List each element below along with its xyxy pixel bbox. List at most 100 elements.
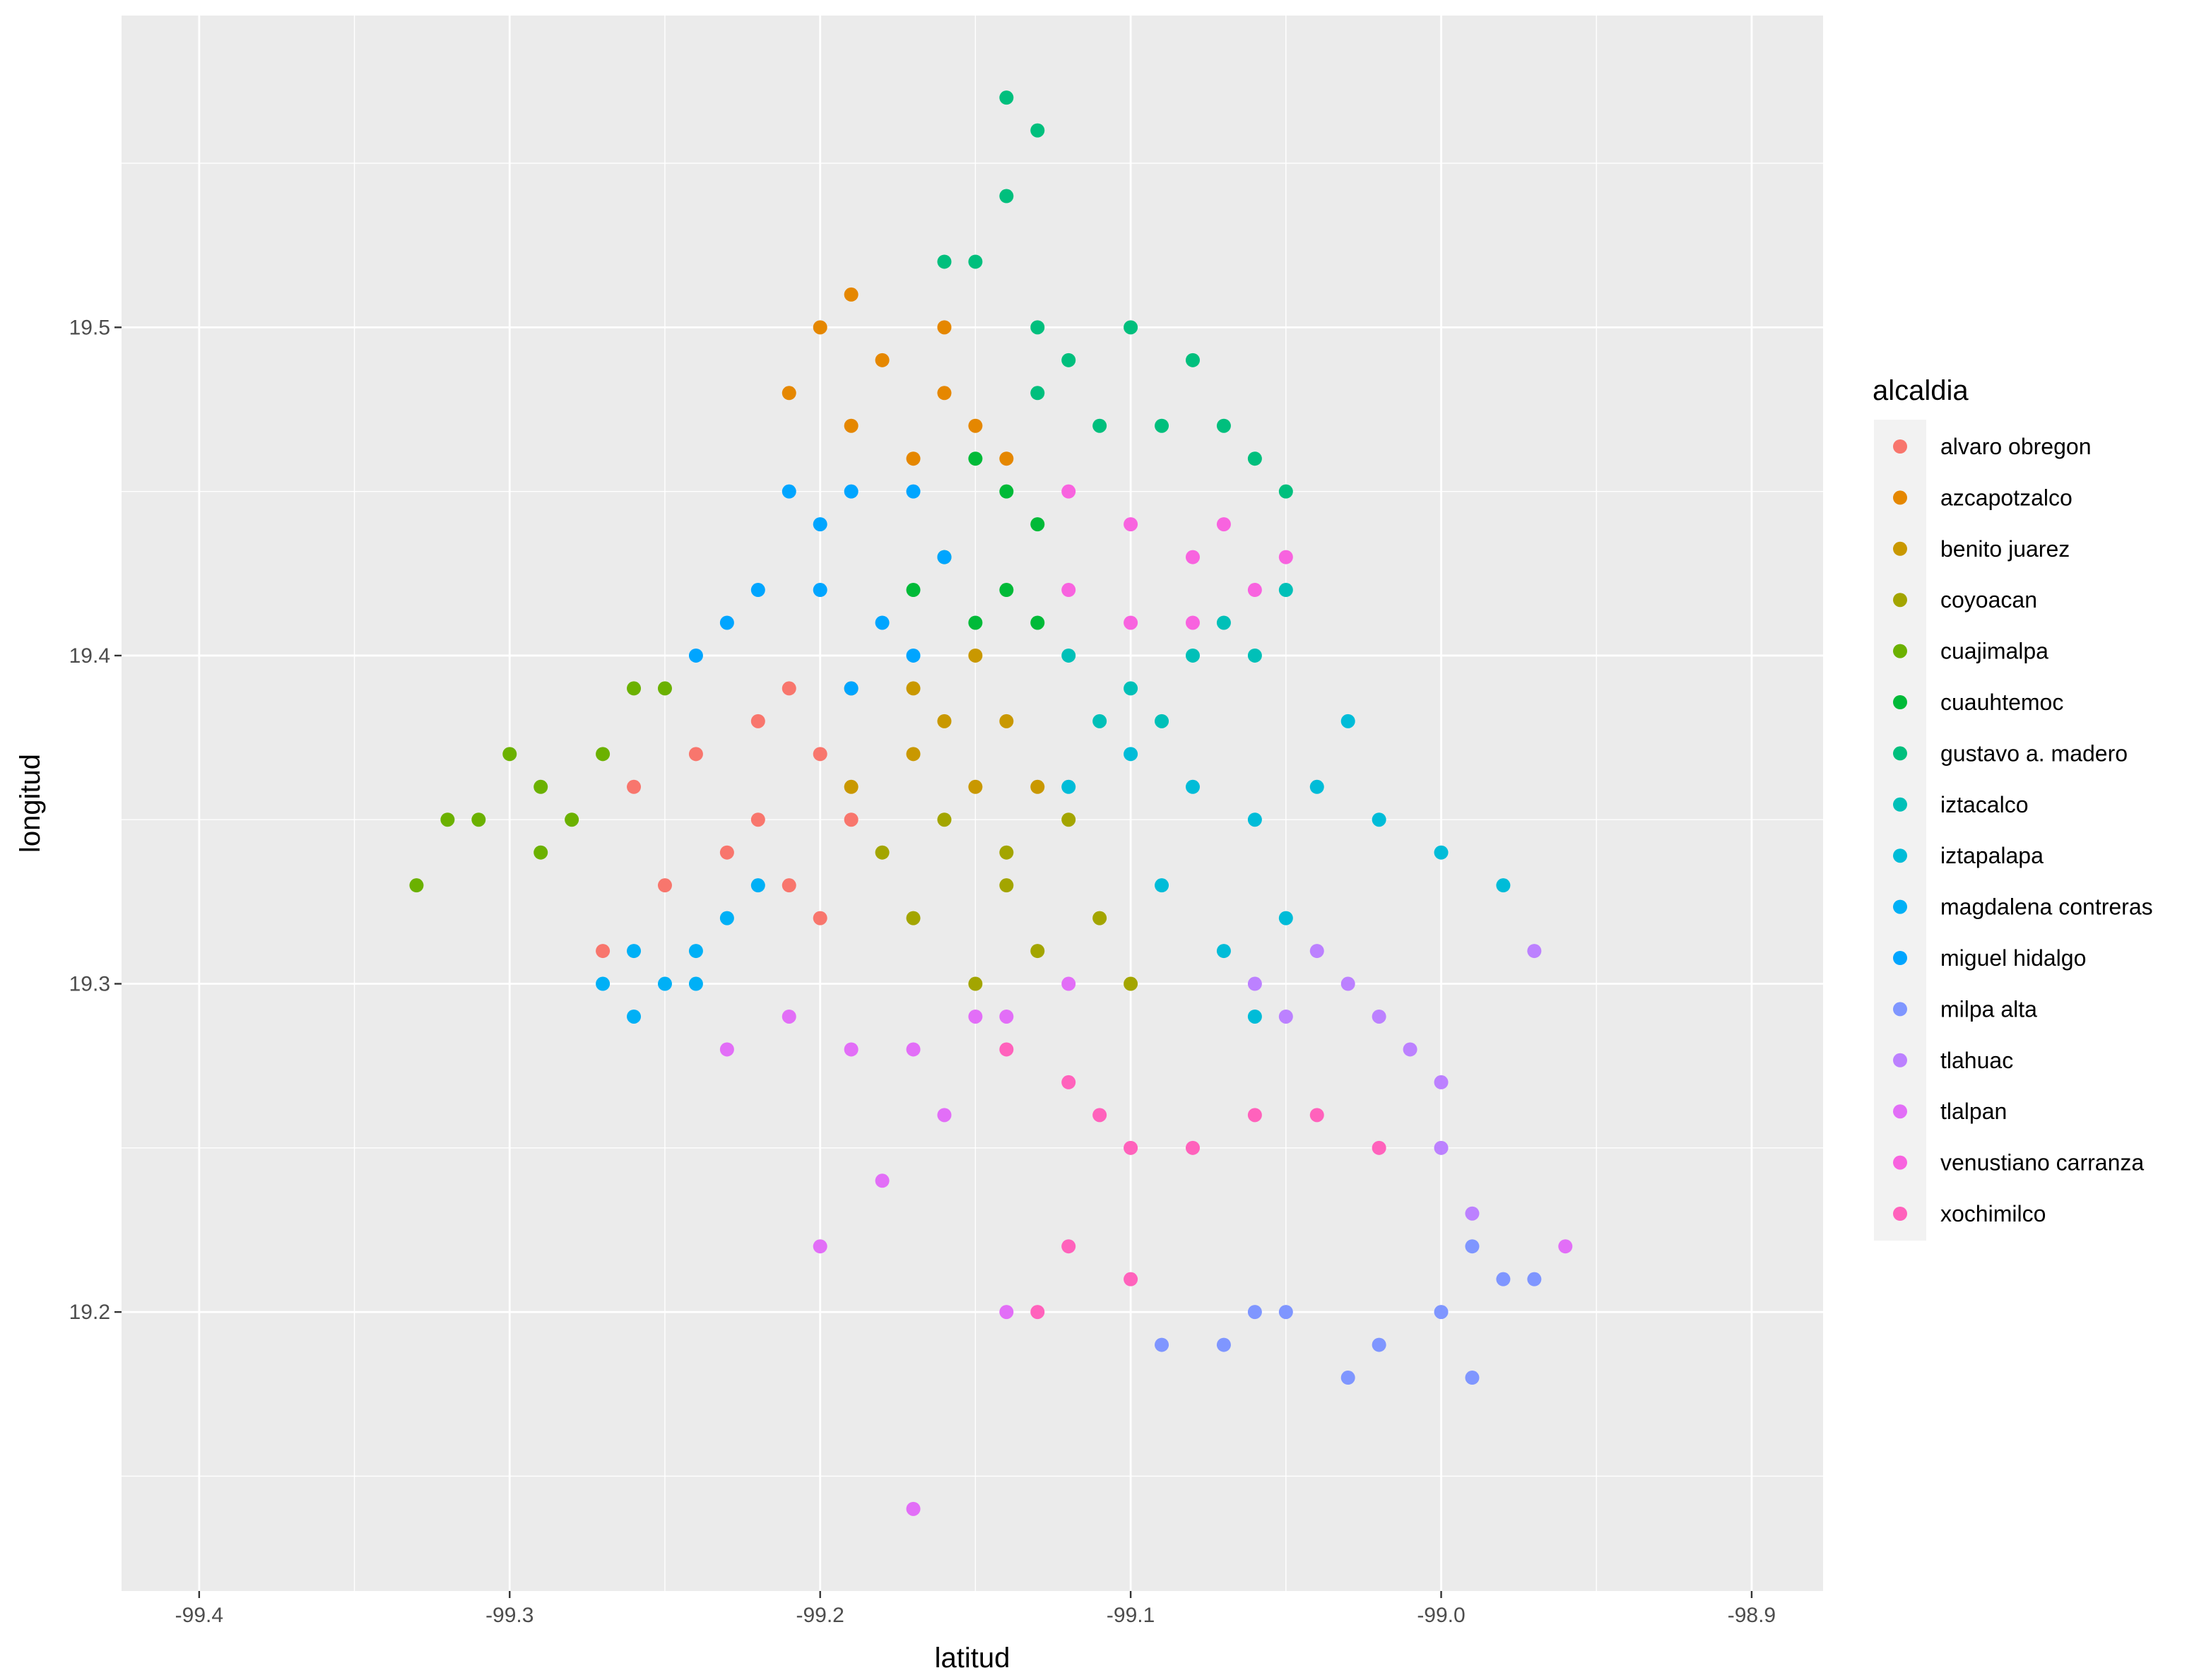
series-tlahuac <box>1247 944 1542 1221</box>
data-point <box>968 615 983 630</box>
legend-key <box>1893 899 1907 914</box>
data-point <box>1216 944 1231 959</box>
data-point <box>813 517 827 532</box>
series-xochimilco <box>999 1042 1386 1320</box>
x-tick-label: -99.1 <box>1107 1604 1155 1627</box>
data-point <box>813 911 827 925</box>
data-point <box>906 911 921 925</box>
data-point <box>1278 550 1293 564</box>
x-tick-label: -99.0 <box>1417 1604 1465 1627</box>
series-gustavo-a-madero <box>937 90 1293 499</box>
data-point <box>1247 812 1262 827</box>
data-point <box>1403 1042 1417 1057</box>
data-point <box>596 976 611 991</box>
data-point <box>968 648 983 663</box>
data-point <box>688 944 703 959</box>
data-point <box>627 944 642 959</box>
data-point <box>502 747 517 762</box>
legend-label: miguel hidalgo <box>1940 945 2086 971</box>
data-point <box>1247 1108 1262 1123</box>
data-point <box>1247 583 1262 598</box>
y-tick-label: 19.3 <box>69 973 110 996</box>
data-point <box>1558 1239 1573 1254</box>
data-point <box>565 812 579 827</box>
data-point <box>440 812 455 827</box>
data-point <box>719 845 734 860</box>
data-point <box>1124 517 1138 532</box>
data-point <box>688 747 703 762</box>
data-point <box>937 812 952 827</box>
data-point <box>1278 484 1293 499</box>
legend: alcaldia alvaro obregon azcapotzalco benit… <box>1873 375 2153 1241</box>
legend-key <box>1893 1155 1907 1170</box>
data-point <box>750 714 765 728</box>
legend-label: tlahuac <box>1940 1048 2013 1073</box>
data-point <box>1247 976 1262 991</box>
data-point <box>596 747 611 762</box>
y-tick-label: 19.4 <box>69 644 110 668</box>
data-point <box>782 878 796 893</box>
data-point <box>1155 714 1169 728</box>
legend-key <box>1893 644 1907 658</box>
data-point <box>1030 615 1045 630</box>
x-tick-label: -99.2 <box>796 1604 844 1627</box>
y-axis-title: longitud <box>15 754 46 853</box>
data-point <box>906 484 921 499</box>
series-coyoacan <box>875 812 1138 991</box>
data-point <box>1061 976 1076 991</box>
legend-key <box>1893 848 1907 863</box>
data-point <box>999 1305 1014 1320</box>
data-point <box>844 287 859 302</box>
data-point <box>1309 1108 1324 1123</box>
data-point <box>906 451 921 466</box>
data-point <box>1340 714 1355 728</box>
data-point <box>1092 911 1107 925</box>
data-point <box>719 911 734 925</box>
data-point <box>782 681 796 696</box>
legend-label: alvaro obregon <box>1940 434 2091 459</box>
data-point <box>1496 1272 1511 1286</box>
data-point <box>968 779 983 794</box>
data-point <box>1155 878 1169 893</box>
data-point <box>999 845 1014 860</box>
data-point <box>1309 779 1324 794</box>
data-point <box>813 747 827 762</box>
data-point <box>1124 747 1138 762</box>
legend-key <box>1893 695 1907 709</box>
x-tick-label: -98.9 <box>1728 1604 1776 1627</box>
data-point <box>844 484 859 499</box>
data-point <box>1278 583 1293 598</box>
data-point <box>906 681 921 696</box>
data-point <box>999 714 1014 728</box>
data-point <box>1465 1371 1480 1385</box>
data-point <box>1216 1337 1231 1352</box>
data-point <box>999 583 1014 598</box>
plot-panel <box>122 16 1823 1591</box>
legend-key <box>1893 439 1907 454</box>
data-point <box>1124 1272 1138 1286</box>
data-point <box>533 779 548 794</box>
series-cuajimalpa <box>409 681 672 893</box>
data-point <box>968 1009 983 1024</box>
data-point <box>1372 1009 1386 1024</box>
data-point <box>844 1042 859 1057</box>
legend-title: alcaldia <box>1873 375 1969 406</box>
data-point <box>906 1501 921 1516</box>
legend-key <box>1893 951 1907 965</box>
data-point <box>750 878 765 893</box>
data-point <box>1309 944 1324 959</box>
data-point <box>1434 1075 1449 1089</box>
legend-key <box>1893 746 1907 761</box>
legend-label: magdalena contreras <box>1940 894 2153 920</box>
legend-label: tlalpan <box>1940 1099 2007 1124</box>
legend-key <box>1893 593 1907 608</box>
data-point <box>1030 386 1045 401</box>
data-point <box>1061 1239 1076 1254</box>
data-point <box>1278 1009 1293 1024</box>
data-point <box>968 451 983 466</box>
series-venustiano-carranza <box>1061 484 1293 630</box>
data-point <box>1030 944 1045 959</box>
data-point <box>782 1009 796 1024</box>
data-point <box>999 189 1014 203</box>
